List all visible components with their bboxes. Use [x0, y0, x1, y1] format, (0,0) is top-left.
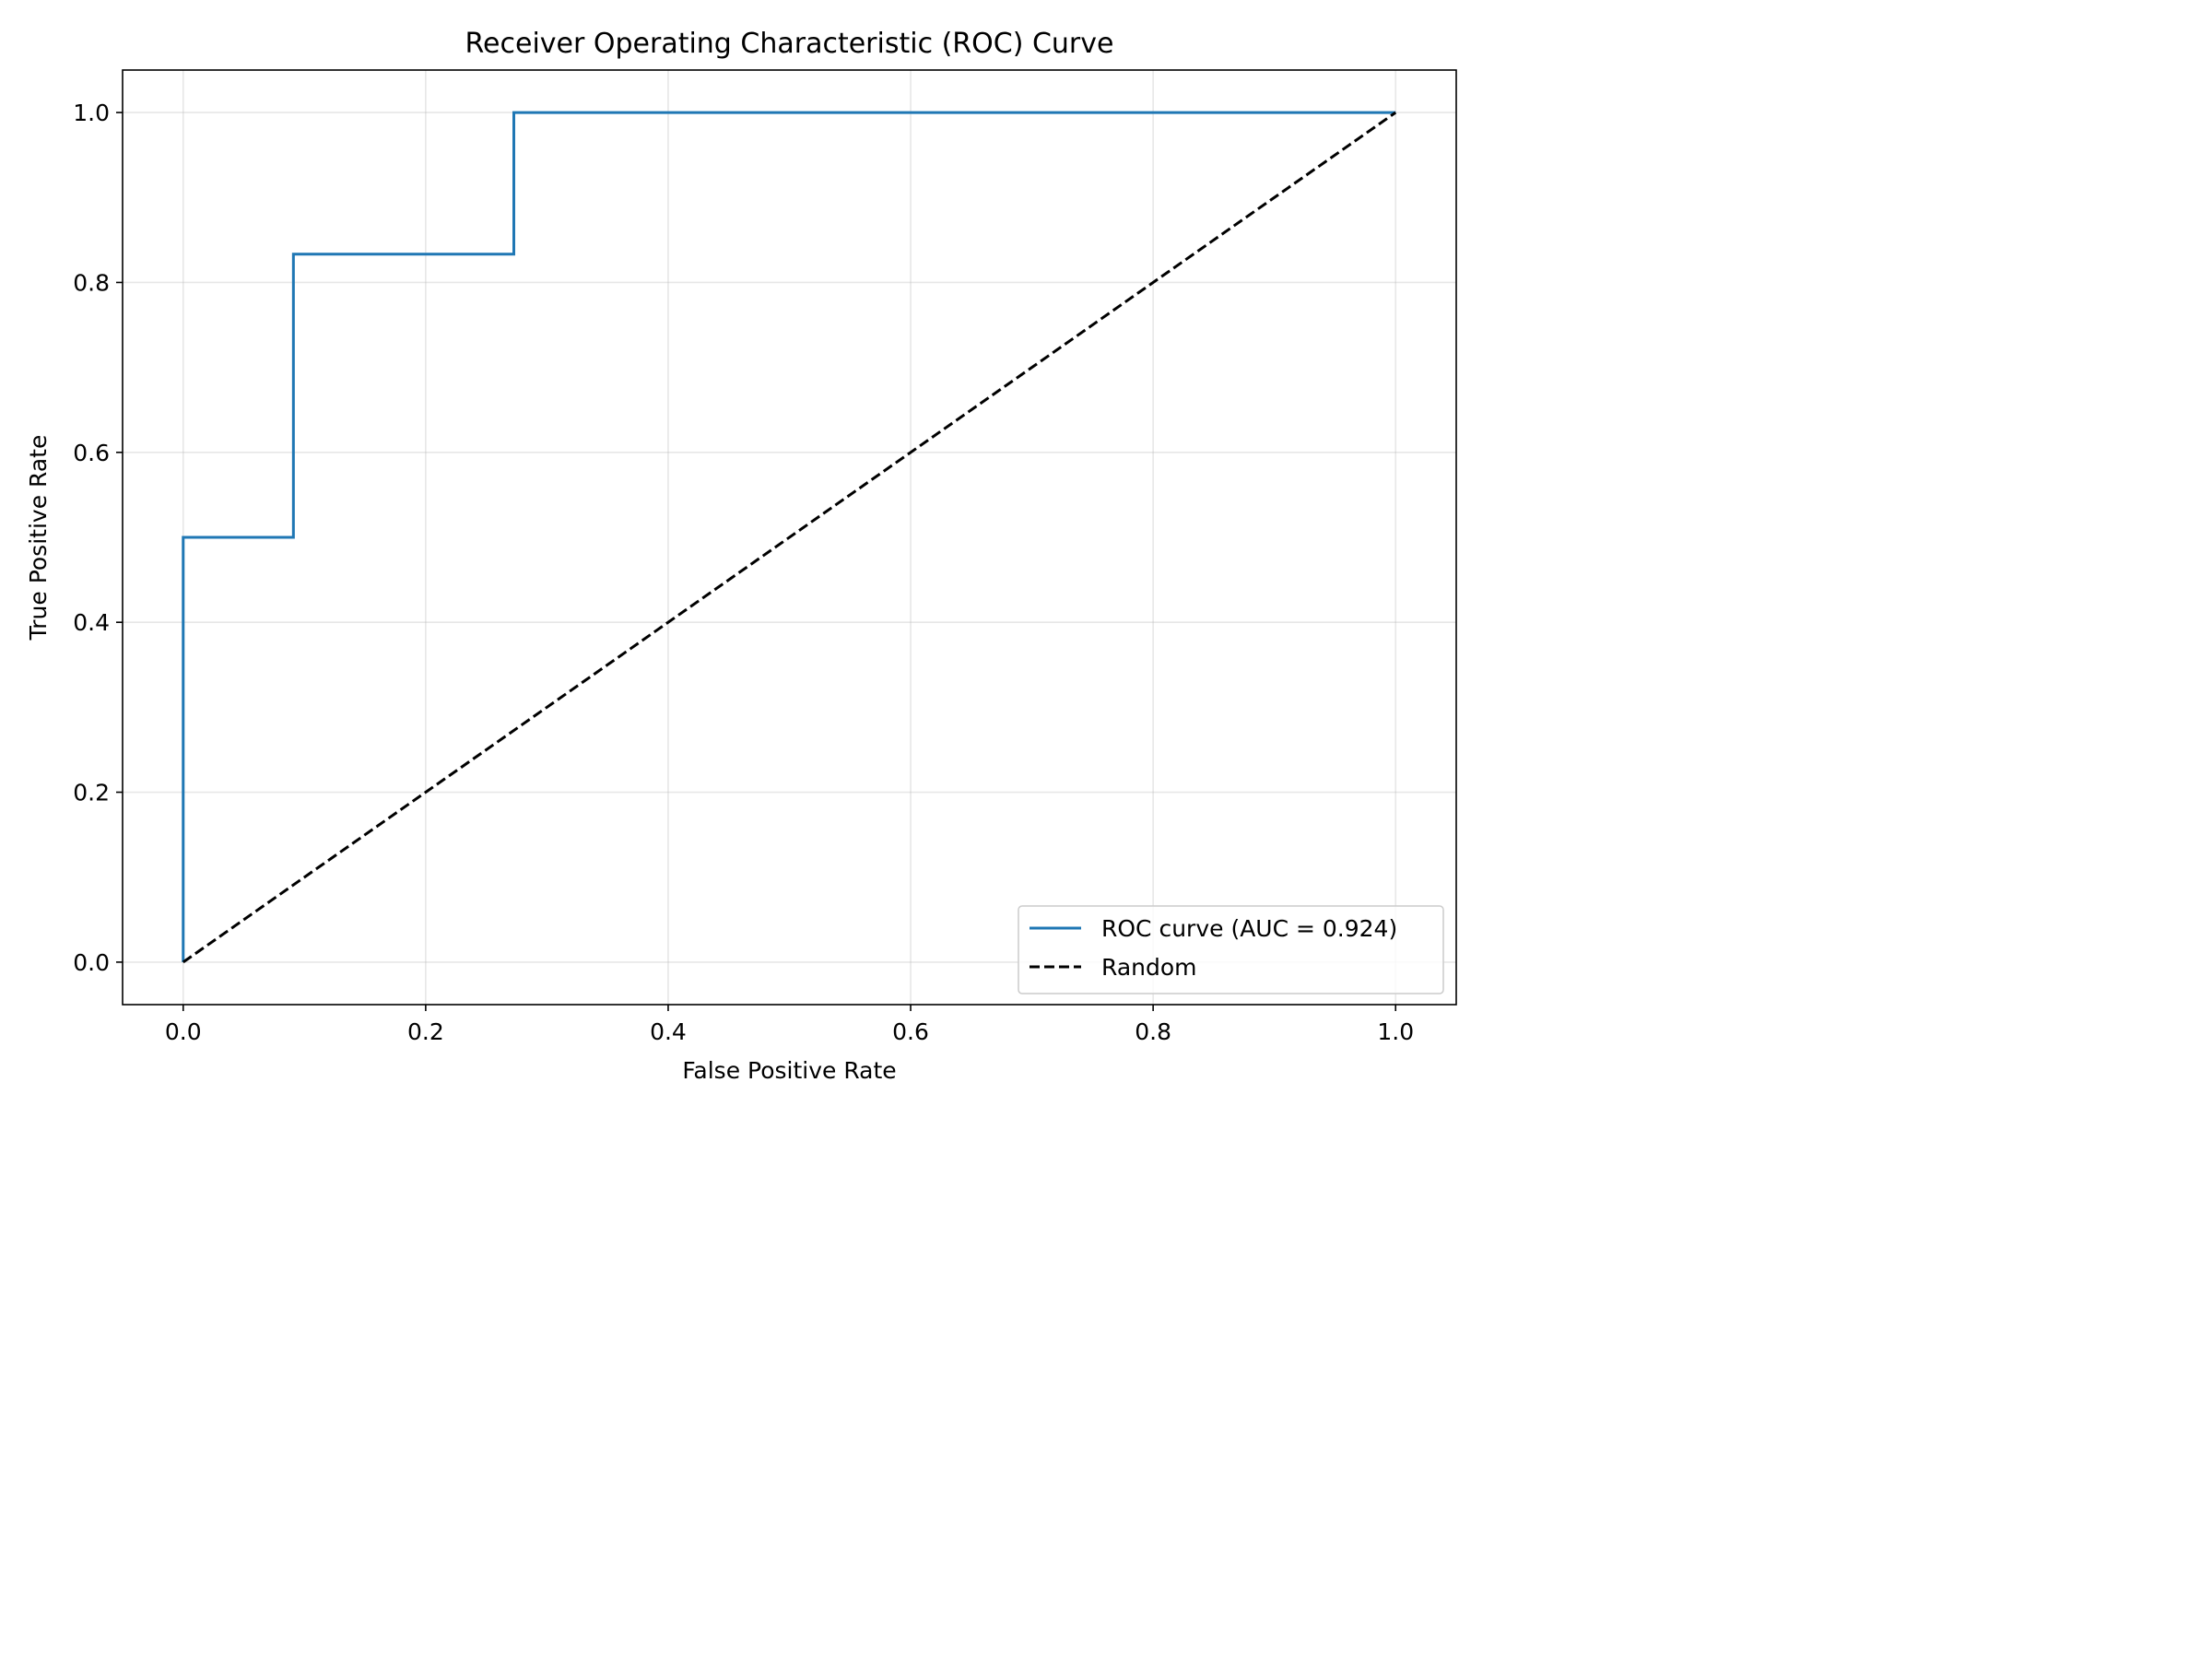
y-tick-label: 0.8	[73, 269, 110, 296]
y-tick-label: 1.0	[73, 100, 110, 126]
legend: ROC curve (AUC = 0.924) Random	[1018, 905, 1444, 994]
y-tick-label: 0.2	[73, 780, 110, 806]
series-lines	[182, 111, 1397, 964]
legend-entry-roc-curve: ROC curve (AUC = 0.924)	[1101, 915, 1397, 942]
y-tick-label: 0.4	[73, 609, 110, 636]
roc-chart: 0.0 0.2 0.4 0.6 0.8 1.0 0.0 0.2 0.4 0.6 0.8 1.0 Re…	[0, 0, 1475, 1106]
random-baseline-line	[182, 111, 1397, 964]
grid-lines	[123, 70, 1456, 1005]
x-tick-label: 0.4	[650, 1018, 687, 1045]
legend-entry-random: Random	[1101, 954, 1197, 981]
y-axis-label: True Positive Rate	[25, 435, 52, 641]
x-tick-label: 0.2	[407, 1018, 444, 1045]
roc-chart-svg: 0.0 0.2 0.4 0.6 0.8 1.0 0.0 0.2 0.4 0.6 0.8 1.0 Re…	[0, 0, 1475, 1106]
y-axis-ticks: 0.0 0.2 0.4 0.6 0.8 1.0	[73, 100, 123, 976]
x-tick-label: 0.6	[892, 1018, 929, 1045]
y-tick-label: 0.6	[73, 440, 110, 466]
x-axis-ticks: 0.0 0.2 0.4 0.6 0.8 1.0	[165, 1005, 1414, 1045]
axes-frame	[122, 69, 1457, 1006]
chart-title: Receiver Operating Characteristic (ROC) …	[465, 28, 1114, 60]
x-tick-label: 0.8	[1135, 1018, 1171, 1045]
x-tick-label: 1.0	[1377, 1018, 1414, 1045]
x-axis-label: False Positive Rate	[682, 1057, 896, 1084]
x-tick-label: 0.0	[165, 1018, 202, 1045]
legend-box	[1018, 905, 1444, 994]
y-tick-label: 0.0	[73, 949, 110, 976]
roc-curve-line	[182, 111, 1396, 962]
